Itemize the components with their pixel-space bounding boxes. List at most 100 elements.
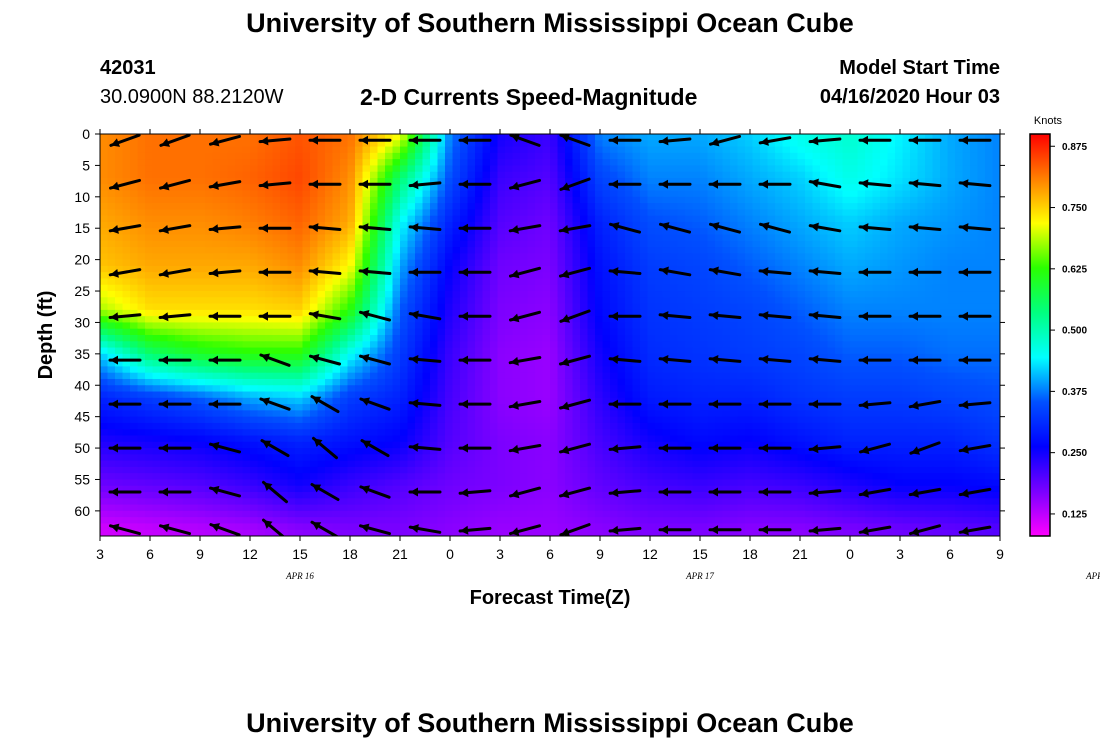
heatmap-cell bbox=[520, 134, 529, 141]
heatmap-cell bbox=[197, 341, 206, 349]
heatmap-cell bbox=[730, 265, 739, 273]
heatmap-cell bbox=[565, 190, 574, 198]
heatmap-cell bbox=[730, 196, 739, 204]
heatmap-cell bbox=[602, 347, 611, 355]
heatmap-cell bbox=[902, 253, 911, 261]
heatmap-cell bbox=[580, 259, 589, 267]
heatmap-cell bbox=[760, 366, 769, 374]
heatmap-cell bbox=[430, 341, 439, 349]
heatmap-cell bbox=[385, 272, 394, 280]
heatmap-cell bbox=[167, 378, 176, 386]
heatmap-cell bbox=[437, 391, 446, 399]
heatmap-cell bbox=[610, 234, 619, 242]
heatmap-cell bbox=[130, 140, 139, 148]
heatmap-cell bbox=[782, 341, 791, 349]
heatmap-cell bbox=[235, 253, 244, 261]
heatmap-cell bbox=[962, 328, 971, 336]
heatmap-cell bbox=[850, 240, 859, 248]
heatmap-cell bbox=[737, 360, 746, 368]
heatmap-cell bbox=[955, 372, 964, 380]
heatmap-cell bbox=[175, 278, 184, 286]
heatmap-cell bbox=[872, 385, 881, 393]
heatmap-cell bbox=[100, 272, 109, 280]
heatmap-cell bbox=[617, 146, 626, 154]
heatmap-cell bbox=[940, 328, 949, 336]
heatmap-cell bbox=[902, 322, 911, 330]
heatmap-cell bbox=[152, 184, 161, 192]
heatmap-cell bbox=[587, 203, 596, 210]
heatmap-cell bbox=[722, 284, 731, 292]
heatmap-cell bbox=[955, 165, 964, 173]
heatmap-cell bbox=[235, 328, 244, 336]
heatmap-cell bbox=[122, 284, 131, 292]
heatmap-cell bbox=[535, 366, 544, 374]
heatmap-cell bbox=[865, 335, 874, 342]
heatmap-cell bbox=[332, 146, 341, 154]
heatmap-cell bbox=[572, 171, 581, 179]
heatmap-cell bbox=[422, 378, 431, 386]
heatmap-cell bbox=[992, 140, 1000, 148]
heatmap-cell bbox=[587, 134, 596, 141]
heatmap-cell bbox=[422, 372, 431, 380]
heatmap-cell bbox=[955, 360, 964, 368]
heatmap-cell bbox=[400, 328, 409, 336]
heatmap-cell bbox=[865, 159, 874, 167]
heatmap-cell bbox=[452, 228, 461, 236]
heatmap-cell bbox=[122, 196, 131, 204]
heatmap-cell bbox=[400, 228, 409, 236]
heatmap-cell bbox=[377, 341, 386, 349]
heatmap-cell bbox=[812, 360, 821, 368]
heatmap-cell bbox=[700, 203, 709, 210]
heatmap-cell bbox=[895, 297, 904, 305]
heatmap-cell bbox=[992, 309, 1000, 317]
heatmap-cell bbox=[610, 240, 619, 248]
heatmap-cell bbox=[302, 347, 311, 355]
heatmap-cell bbox=[677, 372, 686, 380]
heatmap-cell bbox=[970, 309, 979, 317]
heatmap-cell bbox=[790, 272, 799, 280]
heatmap-cell bbox=[512, 234, 521, 242]
heatmap-cell bbox=[880, 265, 889, 273]
heatmap-cell bbox=[527, 146, 536, 154]
heatmap-cell bbox=[775, 309, 784, 317]
heatmap-cell bbox=[647, 328, 656, 336]
heatmap-cell bbox=[437, 140, 446, 148]
heatmap-cell bbox=[872, 240, 881, 248]
heatmap-cell bbox=[490, 234, 499, 242]
heatmap-cell bbox=[932, 165, 941, 173]
heatmap-cell bbox=[445, 303, 454, 311]
heatmap-cell bbox=[602, 309, 611, 317]
heatmap-cell bbox=[317, 203, 326, 210]
heatmap-cell bbox=[872, 316, 881, 324]
heatmap-cell bbox=[550, 385, 559, 393]
heatmap-cell bbox=[985, 278, 994, 286]
heatmap-cell bbox=[332, 391, 341, 399]
heatmap-cell bbox=[325, 190, 334, 198]
heatmap-cell bbox=[377, 259, 386, 267]
heatmap-cell bbox=[287, 184, 296, 192]
heatmap-cell bbox=[152, 259, 161, 267]
heatmap-cell bbox=[280, 152, 289, 160]
heatmap-cell bbox=[152, 372, 161, 380]
heatmap-cell bbox=[760, 159, 769, 167]
heatmap-cell bbox=[265, 240, 274, 248]
heatmap-cell bbox=[662, 215, 671, 223]
heatmap-cell bbox=[820, 215, 829, 223]
heatmap-cell bbox=[842, 140, 851, 148]
heatmap-cell bbox=[812, 171, 821, 179]
heatmap-cell bbox=[145, 309, 154, 317]
heatmap-cell bbox=[812, 184, 821, 192]
heatmap-cell bbox=[137, 159, 146, 167]
heatmap-cell bbox=[685, 184, 694, 192]
heatmap-cell bbox=[715, 341, 724, 349]
heatmap-cell bbox=[505, 309, 514, 317]
heatmap-cell bbox=[520, 265, 529, 273]
heatmap-cell bbox=[655, 203, 664, 210]
heatmap-cell bbox=[872, 253, 881, 261]
heatmap-cell bbox=[767, 353, 776, 361]
heatmap-cell bbox=[565, 353, 574, 361]
heatmap-cell bbox=[497, 146, 506, 154]
heatmap-cell bbox=[190, 360, 199, 368]
heatmap-cell bbox=[962, 152, 971, 160]
heatmap-cell bbox=[527, 196, 536, 204]
